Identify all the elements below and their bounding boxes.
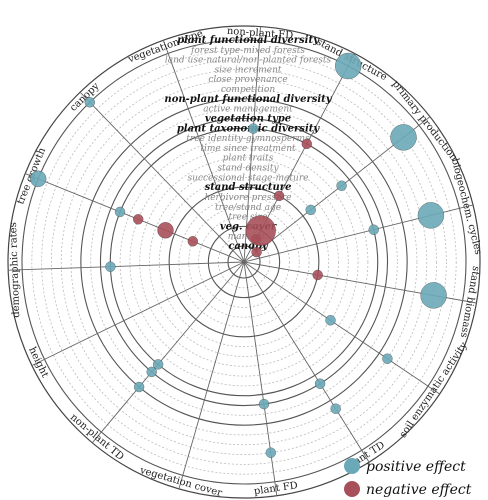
ring-label: plant functional diversity xyxy=(177,35,320,46)
ring-label: stand structure xyxy=(205,182,292,193)
ring-circle xyxy=(217,235,271,289)
ring-circle xyxy=(207,225,281,299)
negative-effect-marker xyxy=(245,215,276,246)
axis-spoke xyxy=(243,261,370,463)
axis-spoke xyxy=(243,261,278,496)
positive-effect-marker xyxy=(265,447,276,458)
positive-effect-marker xyxy=(114,206,126,218)
positive-effect-marker xyxy=(146,366,157,378)
axis-label: non-plant TD xyxy=(68,412,126,463)
ring-circle xyxy=(119,137,369,387)
negative-effect-marker xyxy=(187,236,198,247)
legend-negative-label: negative effect xyxy=(366,482,472,498)
ring-label: plant traits xyxy=(223,154,274,164)
ring-circle xyxy=(139,157,349,367)
positive-effect-marker xyxy=(382,353,393,364)
ring-label: tree/stand age xyxy=(215,203,281,213)
ring-label: canopy xyxy=(228,241,269,252)
ring-label: stand density xyxy=(217,164,279,174)
legend-positive-label: positive effect xyxy=(366,459,466,475)
ring-circle xyxy=(51,69,437,455)
ring-circle xyxy=(90,108,398,416)
negative-effect-marker xyxy=(133,214,144,225)
ring-label: land use-natural/non-planted forests xyxy=(165,56,332,66)
ring-circle xyxy=(41,59,447,465)
positive-effect-marker xyxy=(368,224,379,235)
axis-label: biogeochem. cycles xyxy=(449,157,484,256)
outer-boundary-ring xyxy=(7,25,481,499)
positive-effect-marker xyxy=(258,398,270,410)
negative-effect-marker xyxy=(312,269,323,281)
positive-effect-marker xyxy=(335,52,362,80)
ring-circle xyxy=(129,147,359,377)
legend-negative-swatch xyxy=(344,481,360,497)
ring-label: forest type-mixed forests xyxy=(190,46,305,56)
axis-label: demographic rates xyxy=(8,222,22,318)
positive-effect-marker xyxy=(420,282,447,309)
positive-effect-marker xyxy=(390,124,417,151)
ring-circle xyxy=(21,39,467,485)
positive-effect-marker xyxy=(330,403,341,414)
ring-label: size increment xyxy=(214,65,281,75)
positive-effect-marker xyxy=(325,315,336,326)
ring-label: vegetation type xyxy=(205,114,291,125)
axis-label: plant FD xyxy=(253,480,298,497)
positive-effect-marker xyxy=(417,202,445,229)
axis-spoke xyxy=(243,26,261,263)
ring-label: non-plant functional diversity xyxy=(164,94,332,105)
ring-label: active management xyxy=(203,105,293,115)
negative-effect-marker xyxy=(157,222,174,239)
effect-markers xyxy=(30,52,447,458)
axis-spoke xyxy=(178,261,245,490)
ring-label: successional stage-mature xyxy=(188,173,309,183)
positive-effect-marker xyxy=(105,261,116,272)
ring-circle xyxy=(70,88,418,436)
positive-effect-marker xyxy=(305,204,316,216)
positive-effect-marker xyxy=(152,359,164,370)
positive-effect-marker xyxy=(30,170,47,187)
ring-circle xyxy=(168,186,320,338)
positive-effect-marker xyxy=(336,180,347,191)
ring-circle xyxy=(80,98,408,426)
negative-effect-marker xyxy=(251,246,262,258)
negative-effect-marker xyxy=(301,138,312,150)
positive-effect-marker xyxy=(314,378,326,389)
ring-circle xyxy=(99,117,389,407)
ring-circle xyxy=(31,49,457,475)
negative-effect-marker xyxy=(273,190,285,202)
ring-label: tree size xyxy=(229,213,268,223)
ring-circle xyxy=(198,216,290,308)
axis-spoke xyxy=(31,261,245,366)
ring-label: close provenance xyxy=(208,75,287,85)
ring-label: competition xyxy=(221,85,275,95)
axis-spoke xyxy=(79,91,245,263)
ring-circle xyxy=(60,78,428,446)
axis-spoke xyxy=(8,261,245,271)
ring-circle xyxy=(149,167,339,357)
axis-label: primary production xyxy=(390,79,460,164)
ring-circle xyxy=(227,245,261,279)
axis-label: soil enzymatic activity xyxy=(398,340,470,440)
ring-label: time since treatment xyxy=(200,144,296,154)
ring-label: herbivore pressure xyxy=(204,193,291,203)
axis-spoke xyxy=(243,261,440,395)
ring-label: tree identity-gymnosperms xyxy=(186,134,310,144)
positive-effect-marker xyxy=(133,381,145,393)
legend: positive effect negative effect xyxy=(344,458,472,498)
ring-circle xyxy=(178,196,310,328)
axis-label: non-plant FD xyxy=(226,26,293,42)
legend-positive-swatch xyxy=(344,458,360,474)
positive-effect-marker xyxy=(248,123,259,134)
ring-circle xyxy=(158,176,330,348)
axis-spoke xyxy=(91,261,245,444)
positive-effect-marker xyxy=(84,97,95,108)
ring-circle xyxy=(188,206,300,318)
axis-spoke xyxy=(162,40,245,263)
axis-label: stand biomass xyxy=(458,265,481,338)
